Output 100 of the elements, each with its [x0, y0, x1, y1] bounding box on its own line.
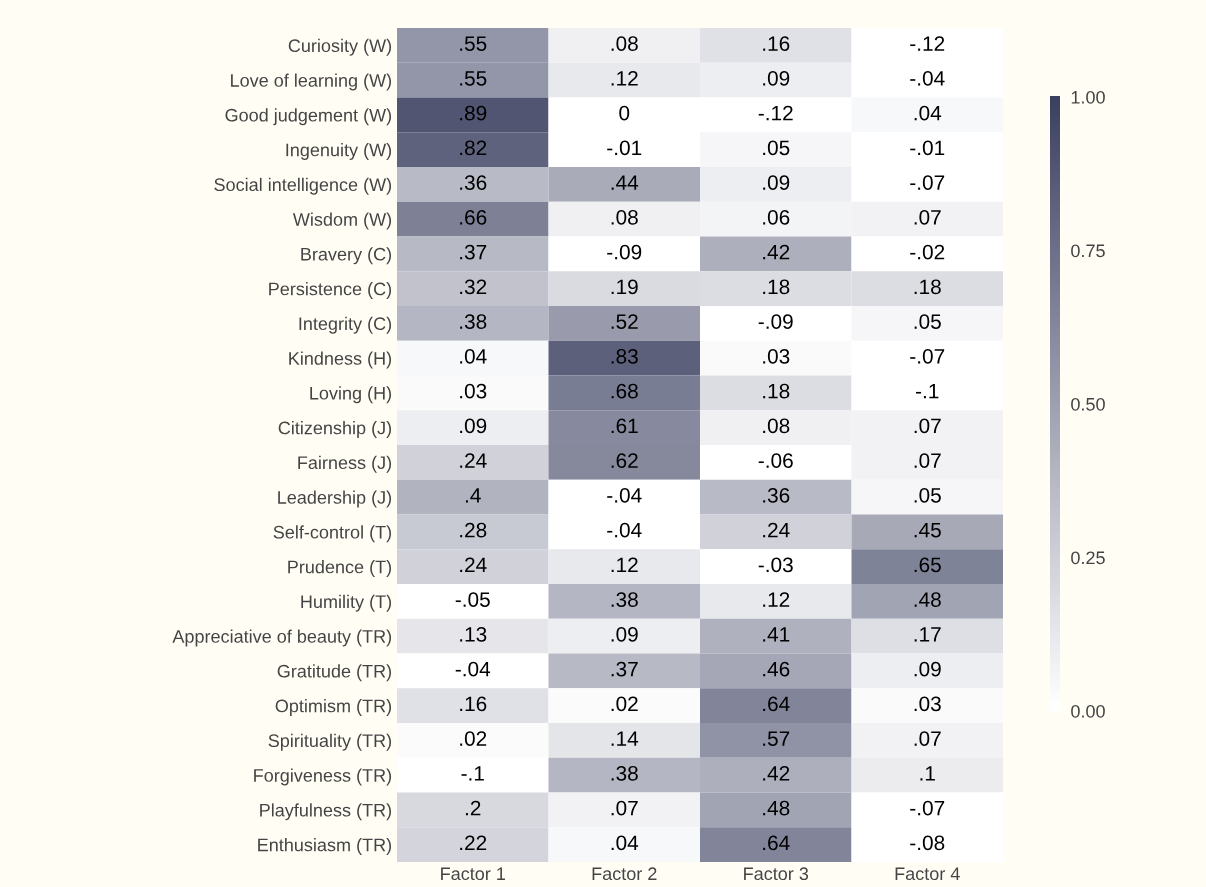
- data-label: .24: [460, 453, 487, 468]
- data-label: -.03: [758, 557, 793, 573]
- data-label: .07: [914, 418, 941, 434]
- data-label: -.07: [910, 800, 945, 816]
- data-label: .62: [611, 453, 638, 468]
- data-label: .18: [763, 279, 790, 295]
- y-tick-label: Prudence (T): [288, 560, 392, 577]
- color-bar-label: 0.75: [1071, 244, 1105, 258]
- data-label: .24: [460, 557, 487, 573]
- data-label: -.12: [910, 36, 945, 51]
- data-label: .22: [460, 835, 487, 851]
- data-label: .41: [763, 627, 790, 642]
- y-tick-label: Playfulness (TR): [260, 803, 392, 821]
- y-tick-label: Forgiveness (TR): [254, 768, 392, 786]
- data-label: .57: [763, 731, 790, 746]
- x-tick-label: Factor 2: [592, 867, 657, 881]
- data-label: .03: [763, 348, 790, 364]
- data-label: .28: [460, 522, 487, 538]
- data-label: .07: [611, 800, 638, 816]
- data-label: .17: [914, 627, 941, 642]
- data-label: .48: [763, 800, 790, 816]
- data-label: .36: [460, 175, 487, 190]
- y-tick-label: Integrity (C): [299, 316, 392, 334]
- data-label: .42: [763, 244, 790, 260]
- y-tick-label: Ingenuity (W): [286, 143, 392, 160]
- data-label: .1: [920, 766, 935, 781]
- y-tick-label: Optimism (TR): [275, 699, 392, 716]
- data-label: -.09: [607, 244, 642, 260]
- data-label: .12: [611, 557, 638, 573]
- y-tick-label: Appreciative of beauty (TR): [172, 629, 392, 647]
- data-label: -.1: [461, 766, 484, 781]
- y-tick-label: Bravery (C): [301, 247, 392, 265]
- data-label: .44: [611, 175, 639, 190]
- x-tick-label: Factor 4: [895, 867, 960, 881]
- y-tick-label: Persistence (C): [269, 282, 392, 299]
- y-tick-label: Citizenship (J): [278, 421, 392, 438]
- data-label: -.12: [758, 105, 793, 121]
- data-label: .4: [465, 488, 481, 503]
- data-label: 0: [619, 105, 630, 121]
- data-label: -.05: [455, 592, 490, 607]
- data-label: .38: [460, 314, 487, 329]
- y-tick-label: Humility (T): [301, 594, 392, 612]
- data-label: .04: [914, 105, 942, 121]
- data-label: .55: [460, 36, 487, 51]
- data-label: .07: [914, 731, 941, 746]
- y-tick-label: Self-control (T): [273, 525, 392, 543]
- data-label: .16: [460, 696, 487, 712]
- data-label: .09: [763, 70, 790, 86]
- data-label: .13: [460, 626, 487, 642]
- data-label: .09: [763, 175, 790, 190]
- y-tick-label: Leadership (J): [278, 490, 392, 508]
- data-label: .46: [763, 661, 790, 677]
- y-tick-label: Loving (H): [310, 386, 392, 404]
- data-label: .02: [460, 731, 487, 746]
- data-label: .64: [763, 696, 790, 712]
- data-label: .32: [460, 279, 487, 295]
- data-label: .09: [460, 418, 487, 434]
- data-label: .45: [914, 522, 941, 538]
- data-label: -.02: [910, 244, 945, 260]
- data-label: -.04: [910, 70, 945, 86]
- y-tick-label: Good judgement (W): [225, 108, 392, 126]
- data-label: -.07: [910, 348, 945, 364]
- data-label: -.04: [607, 522, 642, 538]
- data-label: -.04: [607, 487, 642, 503]
- color-bar-label: 0.50: [1071, 397, 1105, 411]
- data-label: .36: [763, 487, 790, 503]
- data-label: -.07: [910, 175, 945, 190]
- color-bar-label: 0.00: [1071, 704, 1105, 718]
- data-label: -.06: [758, 453, 793, 468]
- data-label: -.04: [455, 661, 491, 677]
- data-label: .12: [763, 592, 790, 607]
- data-label: .09: [611, 626, 638, 642]
- data-label: .19: [611, 279, 638, 295]
- y-tick-label: Social intelligence (W): [214, 177, 392, 195]
- data-label: .03: [460, 383, 487, 399]
- data-label: .12: [611, 70, 638, 86]
- data-label: .61: [611, 418, 638, 434]
- data-label: .09: [914, 661, 941, 677]
- data-label: .37: [611, 661, 638, 677]
- data-label: .04: [611, 835, 639, 851]
- data-label: .68: [611, 383, 638, 399]
- data-label: .05: [914, 487, 941, 503]
- x-tick-label: Factor 1: [441, 867, 505, 881]
- data-label: .02: [611, 696, 638, 712]
- data-label: .07: [914, 453, 941, 468]
- data-label: -.01: [607, 140, 642, 156]
- data-label: .82: [460, 140, 487, 156]
- data-label: .38: [611, 592, 638, 607]
- data-label: .55: [460, 71, 487, 86]
- y-tick-label: Spirituality (TR): [268, 733, 392, 751]
- data-label: .18: [914, 279, 941, 295]
- data-label: .03: [914, 696, 941, 712]
- data-label: .65: [914, 557, 941, 573]
- data-label: .04: [460, 348, 487, 364]
- data-label: .89: [460, 105, 487, 121]
- data-label: .37: [460, 244, 487, 260]
- data-label: .06: [763, 209, 790, 225]
- color-bar-label: 1.00: [1071, 90, 1105, 104]
- x-tick-label: Factor 3: [744, 867, 809, 881]
- data-label: .52: [611, 314, 638, 329]
